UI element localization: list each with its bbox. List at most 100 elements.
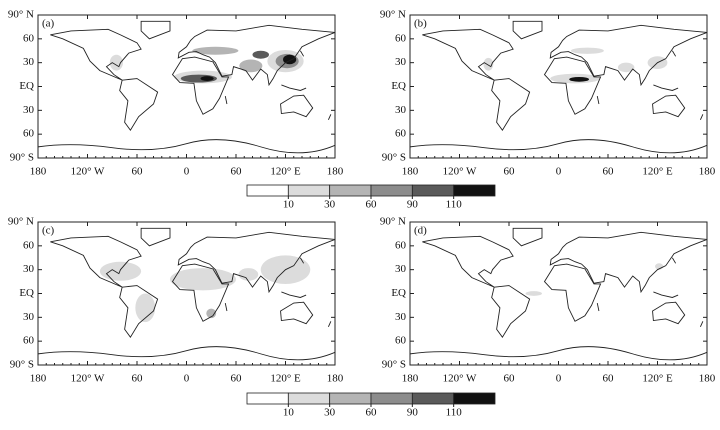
y-axis-label: 90° N <box>380 216 406 228</box>
x-axis-label: 120° W <box>71 166 105 178</box>
y-axis-label: EQ <box>391 80 406 92</box>
colorbar-label: 90 <box>407 199 419 211</box>
colorbar-box <box>411 392 455 405</box>
shading <box>239 59 263 73</box>
shading <box>170 268 236 291</box>
y-axis-label: 90° N <box>8 216 34 228</box>
coastlines <box>37 20 336 154</box>
x-axis-label: 120° E <box>642 373 673 385</box>
x-axis-label: 60 <box>231 373 243 385</box>
x-axis-label: 60 <box>231 166 243 178</box>
panel-label: (b) <box>414 18 427 30</box>
x-axis-label: 60 <box>504 166 516 178</box>
x-axis-label: 0 <box>556 373 562 385</box>
x-axis-label: 0 <box>184 373 190 385</box>
y-axis-label: EQ <box>391 287 406 299</box>
x-axis-label: 120° W <box>443 373 477 385</box>
y-axis-label: 60 <box>23 239 35 251</box>
y-axis-label: 90° S <box>10 359 34 371</box>
shading <box>99 261 142 281</box>
x-axis-label: 180 <box>699 373 716 385</box>
colorbar-label: 30 <box>324 407 336 419</box>
x-axis-label: 0 <box>556 166 562 178</box>
y-axis-label: 30 <box>23 263 35 275</box>
y-axis-label: 90° S <box>10 152 34 164</box>
shading <box>617 62 635 73</box>
shading <box>135 293 156 323</box>
shading <box>252 50 269 59</box>
map-panel <box>409 227 708 361</box>
y-axis-label: 60 <box>23 32 35 44</box>
colorbar-box <box>287 392 331 405</box>
colorbar-box <box>453 184 496 197</box>
colorbar-box <box>329 392 372 405</box>
colorbar-box <box>287 184 331 197</box>
colorbar-label: 110 <box>446 407 463 419</box>
y-axis-label: 90° S <box>382 359 406 371</box>
panel-frame <box>409 14 708 159</box>
y-axis-label: EQ <box>19 287 34 299</box>
panel-label: (c) <box>42 225 55 237</box>
y-axis-label: 60 <box>395 32 407 44</box>
y-axis-label: 30 <box>23 311 35 323</box>
shading <box>206 308 217 319</box>
y-axis-label: 30 <box>23 56 35 68</box>
x-axis-label: 120° E <box>270 166 301 178</box>
map-panel <box>409 20 708 154</box>
x-axis-label: 180 <box>30 166 47 178</box>
coastlines <box>37 227 336 361</box>
map-panel <box>37 227 336 361</box>
shading <box>192 46 239 55</box>
panel-frame <box>37 221 336 366</box>
y-axis-label: 60 <box>23 128 35 140</box>
coastlines <box>409 20 708 154</box>
panel-label: (a) <box>42 18 55 30</box>
colorbar-box <box>411 184 455 197</box>
y-axis-label: 90° N <box>8 9 34 21</box>
x-axis-label: 180 <box>699 166 716 178</box>
colorbar-box <box>370 392 413 405</box>
colorbar-label: 30 <box>324 199 336 211</box>
colorbar-label: 60 <box>366 407 378 419</box>
colorbar-box <box>246 392 289 405</box>
colorbar-label: 90 <box>407 407 419 419</box>
x-axis-label: 120° W <box>443 166 477 178</box>
x-axis-label: 120° E <box>270 373 301 385</box>
colorbar-box <box>370 184 413 197</box>
y-axis-label: 60 <box>395 128 407 140</box>
shading <box>200 76 214 81</box>
map-panel <box>37 20 336 154</box>
x-axis-label: 120° E <box>642 166 673 178</box>
x-axis-label: 0 <box>184 166 190 178</box>
x-axis-label: 60 <box>132 166 144 178</box>
y-axis-label: EQ <box>19 80 34 92</box>
colorbar-box <box>329 184 372 197</box>
colorbar-label: 60 <box>366 199 378 211</box>
y-axis-label: 90° S <box>382 152 406 164</box>
x-axis-label: 180 <box>327 373 344 385</box>
colorbar-label: 110 <box>446 199 463 211</box>
colorbar-box <box>453 392 496 405</box>
shading <box>569 76 590 82</box>
y-axis-label: 30 <box>395 56 407 68</box>
y-axis-label: 90° N <box>380 9 406 21</box>
shading <box>570 47 604 54</box>
shading <box>483 57 494 71</box>
colorbar-box <box>246 184 289 197</box>
x-axis-label: 180 <box>327 166 344 178</box>
y-axis-label: 60 <box>395 335 407 347</box>
y-axis-label: 60 <box>23 335 35 347</box>
x-axis-label: 120° W <box>71 373 105 385</box>
x-axis-label: 180 <box>402 166 419 178</box>
shading <box>109 54 123 71</box>
y-axis-label: 30 <box>395 263 407 275</box>
x-axis-label: 60 <box>132 373 144 385</box>
panel-frame <box>409 221 708 366</box>
y-axis-label: 60 <box>395 239 407 251</box>
x-axis-label: 60 <box>504 373 516 385</box>
y-axis-label: 30 <box>395 104 407 116</box>
panel-frame <box>37 14 336 159</box>
x-axis-label: 60 <box>603 373 615 385</box>
y-axis-label: 30 <box>395 311 407 323</box>
